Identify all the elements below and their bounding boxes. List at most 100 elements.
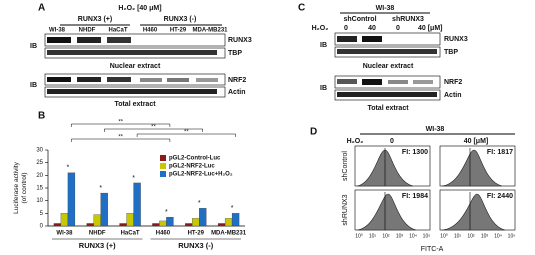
panel-label: B [38, 111, 45, 122]
significance: ** [118, 135, 123, 141]
group-label: RUNX3 (-) [178, 241, 214, 250]
bar [53, 223, 62, 227]
bar [119, 223, 127, 227]
cell-label: WI-38 [426, 126, 445, 133]
x-axis-label: FITC-A [421, 246, 444, 253]
dose: 0 [390, 138, 394, 145]
extract-label: Total extract [114, 101, 156, 108]
fi-label: FI: 1817 [487, 149, 513, 156]
histogram [356, 193, 417, 231]
group-label: RUNX3 (+) [79, 241, 116, 250]
bracket [136, 133, 236, 137]
x-tick-label: 10² [467, 233, 475, 239]
x-tick-label: 10² [382, 233, 390, 239]
x-tick-label: 10¹ [369, 233, 377, 239]
y-tick-label: 0 [40, 224, 44, 230]
legend-label: pGL2-NRF2-Luc [169, 164, 215, 170]
x-tick-label: 10³ [481, 233, 489, 239]
x-tick-label: HaCaT [121, 231, 140, 237]
extract-label: Nuclear extract [110, 63, 161, 70]
legend-swatch [160, 171, 166, 177]
construct: shControl [343, 16, 376, 23]
blot-label: Actin [228, 89, 246, 96]
blot-label: RUNX3 [228, 37, 252, 44]
bar [60, 213, 69, 227]
ib-label: IB [320, 42, 327, 49]
bar [159, 220, 167, 227]
x-tick-label: H460 [156, 231, 171, 237]
bands [337, 36, 437, 97]
blot [334, 32, 441, 46]
x-tick-label: HT-29 [188, 231, 205, 237]
significance: ** [151, 125, 156, 131]
blot-label: NRF2 [444, 79, 462, 86]
bar [100, 192, 108, 227]
star: * [132, 175, 135, 182]
legend-label: pGL2-NRF2-Luc+H₂O₂ [169, 172, 233, 178]
star: * [99, 185, 102, 192]
row-label: shRUNX3 [342, 194, 349, 225]
y-tick-label: 10 [36, 198, 43, 204]
bands [47, 37, 218, 94]
panel-label: C [298, 3, 305, 14]
bar [199, 208, 207, 227]
group-label: RUNX3 (-) [164, 16, 197, 23]
blot-label: RUNX3 [444, 36, 468, 43]
star: * [67, 165, 70, 172]
bracket [71, 123, 171, 127]
extract-label: Nuclear extract [363, 63, 414, 70]
histograms: FI: 1300 FI: 1817 FI: 1984 FI: 2440 10⁰ 10¹ 10… [354, 145, 515, 239]
bracket [71, 138, 171, 142]
histogram [441, 193, 506, 231]
bar [126, 213, 134, 227]
x-tick-label: 10⁴ [494, 233, 502, 239]
x-tick-label: NHDF [89, 231, 106, 237]
bar [217, 223, 226, 227]
legend-swatch [160, 163, 166, 169]
bracket [104, 128, 203, 132]
fi-label: FI: 1300 [402, 149, 428, 156]
blot-label: NRF2 [228, 77, 246, 84]
bar-chart: 0 5 10 15 20 25 30 Luciferase activity(of contr… [13, 120, 247, 250]
histogram [441, 149, 503, 187]
y-tick-label: 15 [36, 186, 43, 192]
dose: 40 [368, 25, 376, 32]
significance: ** [118, 120, 123, 126]
legend-label: pGL2-Control-Luc [169, 156, 221, 162]
y-tick-label: 25 [36, 160, 43, 166]
row-label: shControl [342, 151, 349, 181]
x-tick-label: WI-38 [56, 231, 73, 237]
ib-label: IB [320, 85, 327, 92]
y-tick-label: 30 [36, 148, 43, 154]
y-axis-label: Luciferase activity(of control) [13, 161, 28, 213]
y-tick-label: 5 [40, 211, 44, 217]
blot-label: TBP [444, 49, 458, 56]
x-tick-label: 10³ [396, 233, 404, 239]
x-tick-label: 10⁵ [423, 233, 431, 239]
significance: ** [184, 130, 189, 136]
blot [44, 73, 226, 86]
group-label: RUNX3 (+) [78, 16, 112, 23]
construct: shRUNX3 [392, 16, 424, 23]
ib-label: IB [30, 82, 37, 89]
bar [192, 218, 200, 227]
x-tick-label: 10⁰ [440, 233, 448, 239]
bar [224, 218, 233, 227]
lane-labels: WI-38 NHDF HaCaT H460 HT-29 MDA-MB231 [49, 28, 228, 34]
legend-swatch [160, 155, 166, 161]
lane-label: MDA-MB231 [192, 28, 228, 34]
extract-label: Total extract [367, 105, 409, 112]
bar [166, 216, 174, 227]
bar [152, 223, 160, 227]
bar [93, 214, 101, 227]
y-tick-label: 20 [36, 173, 43, 179]
x-tick-label: 10⁴ [409, 233, 417, 239]
treatment: H₂O₂ [312, 25, 329, 32]
x-tick-label: MDA-MB231 [211, 231, 247, 237]
ib-label: IB [30, 43, 37, 50]
treatment: H₂O₂ [347, 138, 364, 145]
lane-label: H460 [143, 28, 158, 34]
bar [86, 223, 94, 227]
